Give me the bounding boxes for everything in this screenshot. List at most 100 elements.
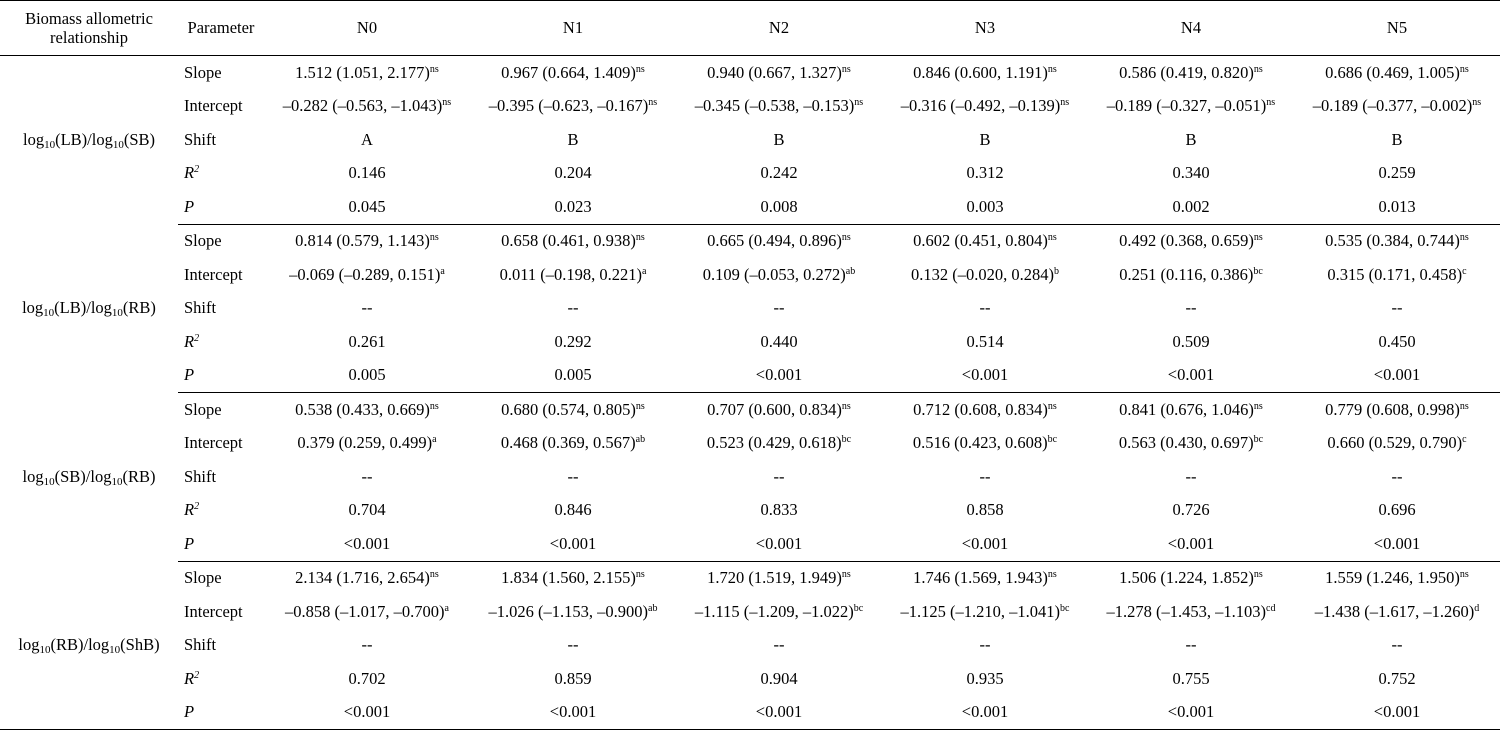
parameter-name: Intercept: [184, 601, 243, 621]
cell-value: 0.535 (0.384, 0.744): [1325, 231, 1460, 251]
value-cell-n5: 0.779 (0.608, 0.998)ns: [1294, 393, 1500, 427]
value-cell-n1: 0.005: [470, 358, 676, 393]
cell-value: –0.189 (–0.377, –0.002): [1312, 96, 1473, 116]
value-cell-n1: 1.834 (1.560, 2.155)ns: [470, 561, 676, 595]
significance-letter: b: [1054, 265, 1059, 277]
parameter-label: Intercept: [178, 427, 264, 461]
value-cell-n5: –0.189 (–0.377, –0.002)ns: [1294, 90, 1500, 124]
cell-value: 0.379 (0.259, 0.499): [297, 433, 433, 453]
value-cell-n3: 1.746 (1.569, 1.943)ns: [882, 561, 1088, 595]
cell-value: 0.841 (0.676, 1.046): [1119, 399, 1254, 419]
relationship-label: log10(LB)/log10(SB): [0, 56, 178, 225]
parameter-label: Intercept: [178, 90, 264, 124]
header-n1: N1: [470, 0, 676, 56]
table-row: Shift -- -- -- -- -- --: [0, 292, 1500, 326]
cell-value: 0.859: [554, 668, 592, 688]
significance-letter: bc: [1060, 602, 1070, 614]
table-row: P 0.005 0.005 <0.001 <0.001 <0.001 <0.001: [0, 358, 1500, 393]
cell-value: <0.001: [1373, 365, 1421, 385]
significance-letter: ns: [1253, 63, 1263, 75]
table-row: P 0.045 0.023 0.008 0.003 0.002 0.013: [0, 190, 1500, 225]
cell-value: 0.492 (0.368, 0.659): [1119, 231, 1254, 251]
value-cell-n3: B: [882, 123, 1088, 157]
significance-letter: ns: [1047, 569, 1057, 581]
header-parameter: Parameter: [178, 0, 264, 56]
significance-letter: ab: [635, 434, 646, 446]
parameter-name: Shift: [184, 635, 217, 655]
significance-letter: a: [432, 434, 437, 446]
significance-letter: ns: [648, 97, 658, 109]
parameter-superscript: 2: [194, 501, 200, 513]
value-cell-n3: 0.858: [882, 494, 1088, 528]
value-cell-n3: 0.514: [882, 325, 1088, 359]
value-cell-n4: B: [1088, 123, 1294, 157]
cell-value: 0.563 (0.430, 0.697): [1118, 433, 1254, 453]
value-cell-n5: --: [1294, 292, 1500, 326]
table-row: Shift A B B B B B: [0, 123, 1500, 157]
cell-value: 0.680 (0.574, 0.805): [501, 399, 636, 419]
value-cell-n4: 0.563 (0.430, 0.697)bc: [1088, 427, 1294, 461]
parameter-superscript: 2: [194, 332, 200, 344]
cell-value: 0.658 (0.461, 0.938): [501, 231, 636, 251]
significance-letter: ns: [1060, 97, 1070, 109]
log-base: 10: [109, 644, 121, 656]
value-cell-n2: 0.904: [676, 662, 882, 696]
cell-value: <0.001: [343, 702, 391, 722]
cell-value: 1.506 (1.224, 1.852): [1119, 568, 1254, 588]
value-cell-n5: 0.013: [1294, 190, 1500, 225]
cell-value: 0.660 (0.529, 0.790): [1327, 433, 1463, 453]
cell-value: 0.204: [554, 163, 592, 183]
value-cell-n0: 0.704: [264, 494, 470, 528]
parameter-label: Intercept: [178, 595, 264, 629]
value-cell-n5: 0.686 (0.469, 1.005)ns: [1294, 56, 1500, 90]
log-base: 10: [112, 139, 124, 151]
cell-value: 0.833: [760, 500, 798, 520]
value-cell-n2: 0.440: [676, 325, 882, 359]
table-body: log10(LB)/log10(SB) Slope 1.512 (1.051, 2.…: [0, 56, 1500, 730]
cell-value: --: [1391, 298, 1403, 318]
log-base: 10: [39, 644, 51, 656]
significance-letter: cd: [1266, 602, 1276, 614]
significance-letter: ns: [1459, 63, 1469, 75]
value-cell-n2: –1.115 (–1.209, –1.022)bc: [676, 595, 882, 629]
significance-letter: ns: [1459, 400, 1469, 412]
parameter-name: R: [184, 500, 195, 520]
cell-value: 0.702: [348, 668, 386, 688]
value-cell-n3: <0.001: [882, 358, 1088, 393]
log-base: 10: [111, 475, 123, 488]
table-row: R2 0.261 0.292 0.440 0.514 0.509 0.450: [0, 325, 1500, 359]
table-row: log10(SB)/log10(RB) Slope 0.538 (0.433, 0.…: [0, 393, 1500, 488]
cell-value: 1.746 (1.569, 1.943): [913, 568, 1048, 588]
cell-value: <0.001: [961, 365, 1009, 385]
significance-letter: ns: [429, 63, 439, 75]
cell-value: --: [979, 466, 991, 486]
significance-letter: ns: [841, 232, 851, 244]
table-row: Intercept –0.282 (–0.563, –1.043)ns –0.395…: [0, 90, 1500, 124]
cell-value: B: [1391, 129, 1403, 149]
value-cell-n4: --: [1088, 460, 1294, 494]
value-cell-n5: B: [1294, 123, 1500, 157]
table-row: R2 0.702 0.859 0.904 0.935 0.755 0.752: [0, 662, 1500, 696]
significance-letter: c: [1462, 434, 1467, 446]
cell-value: B: [567, 129, 579, 149]
cell-value: 0.132 (–0.020, 0.284): [911, 264, 1054, 284]
value-cell-n5: 0.696: [1294, 494, 1500, 528]
table-row: R2 0.146 0.204 0.242 0.312 0.340 0.259: [0, 157, 1500, 191]
table-row: log10(LB)/log10(RB) Slope 0.814 (0.579, 1.…: [0, 224, 1500, 319]
value-cell-n1: 0.023: [470, 190, 676, 225]
significance-letter: ns: [841, 569, 851, 581]
value-cell-n4: --: [1088, 629, 1294, 663]
log-base: 10: [44, 139, 56, 151]
table-row: P <0.001 <0.001 <0.001 <0.001 <0.001 <0.001: [0, 527, 1500, 562]
value-cell-n3: 0.846 (0.600, 1.191)ns: [882, 56, 1088, 90]
cell-value: 0.023: [554, 196, 592, 216]
significance-letter: bc: [841, 434, 852, 446]
significance-letter: ns: [1472, 97, 1482, 109]
value-cell-n0: –0.282 (–0.563, –1.043)ns: [264, 90, 470, 124]
value-cell-n2: 0.008: [676, 190, 882, 225]
log-prefix: log: [22, 298, 44, 318]
parameter-name: P: [184, 702, 195, 722]
cell-value: <0.001: [1373, 533, 1421, 553]
cell-value: <0.001: [755, 702, 803, 722]
cell-value: 0.712 (0.608, 0.834): [913, 399, 1048, 419]
